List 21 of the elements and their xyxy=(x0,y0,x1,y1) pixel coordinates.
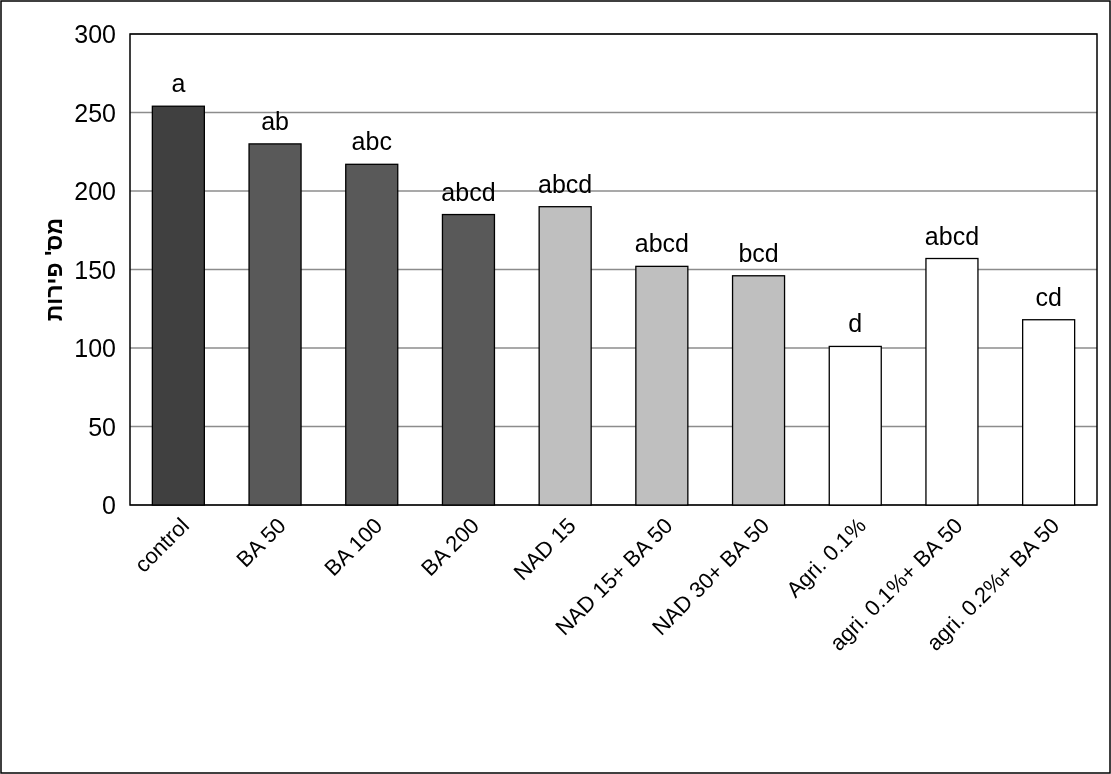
y-tick-label: 0 xyxy=(102,491,116,519)
x-tick-label: BA 50 xyxy=(231,512,291,573)
y-tick-label: 50 xyxy=(88,412,116,441)
annotation: abcd xyxy=(441,177,496,206)
annotation: a xyxy=(171,69,186,98)
y-axis-title: מס' פירות xyxy=(41,217,67,322)
y-tick-label: 300 xyxy=(74,20,116,48)
annotation: cd xyxy=(1035,282,1062,311)
annotation: ab xyxy=(261,106,289,135)
annotation: abcd xyxy=(634,229,689,258)
y-tick-label: 250 xyxy=(74,98,116,127)
y-tick-label: 100 xyxy=(74,334,116,362)
y-tick-label: 150 xyxy=(74,255,116,284)
x-tick-label: BA 200 xyxy=(416,512,484,581)
annotation: bcd xyxy=(738,238,779,267)
annotation: abc xyxy=(351,127,392,156)
y-tick-label: 200 xyxy=(74,177,116,205)
x-tick-label: BA 100 xyxy=(319,512,388,581)
annotation: abcd xyxy=(538,169,593,198)
annotation: d xyxy=(848,309,863,338)
annotation: abcd xyxy=(924,221,980,250)
